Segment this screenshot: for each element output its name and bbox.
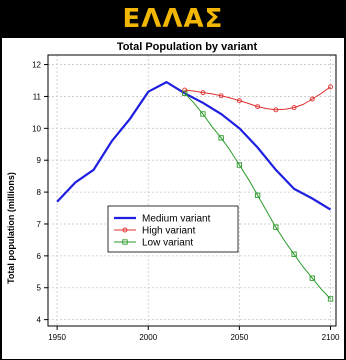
y-tick-label: 5 [37, 284, 42, 293]
data-point [309, 275, 315, 281]
y-tick-label: 12 [32, 61, 41, 70]
chart-title: Total Population by variant [117, 41, 258, 53]
x-tick-label: 2000 [139, 333, 157, 342]
y-axis-label: Total population (millions) [6, 172, 16, 284]
data-point [327, 296, 334, 302]
y-tick-label: 4 [37, 316, 42, 325]
legend-label: Low variant [142, 238, 193, 249]
legend-label: Medium variant [142, 214, 211, 225]
y-tick-label: 6 [37, 252, 42, 261]
data-point [255, 104, 261, 110]
y-tick-label: 7 [37, 220, 42, 229]
data-point [236, 98, 242, 104]
data-point [218, 93, 224, 99]
legend-marker [122, 227, 128, 233]
grid [48, 55, 336, 326]
series-line-0 [56, 80, 332, 211]
y-tick-label: 11 [33, 92, 42, 101]
x-tick-label: 1950 [48, 333, 66, 342]
x-tick-label: 2100 [322, 333, 340, 342]
y-tick-label: 9 [37, 156, 42, 165]
data-point [182, 87, 188, 93]
y-tick-label: 10 [32, 124, 41, 133]
banner-title: ΕΛΛΑΣ [122, 4, 224, 34]
data-point [291, 105, 297, 111]
chart-panel: Total Population by variant Total popula… [2, 38, 344, 359]
data-point [254, 192, 261, 198]
series-layer [56, 80, 334, 302]
y-tick-label: 8 [37, 188, 42, 197]
series-line-1 [184, 86, 331, 111]
axis-ticks: 4 5 6 7 8 9 10 11 12 1950 2000 2050 2100 [32, 61, 340, 342]
data-point [291, 251, 297, 257]
population-chart: Total Population by variant Total popula… [6, 41, 340, 342]
legend-marker [122, 239, 128, 245]
data-point [273, 107, 279, 113]
data-point [328, 84, 333, 90]
data-point [273, 224, 279, 230]
banner: ΕΛΛΑΣ [0, 0, 346, 38]
data-point [218, 135, 224, 141]
data-point [309, 96, 315, 102]
data-point [200, 90, 206, 96]
plot-frame [47, 54, 337, 327]
series-line-2 [184, 92, 331, 300]
x-tick-label: 2050 [230, 333, 248, 342]
legend-box [107, 205, 239, 253]
legend-label: High variant [142, 226, 196, 237]
data-point [200, 111, 206, 117]
data-point [182, 90, 188, 96]
data-point [236, 162, 243, 168]
